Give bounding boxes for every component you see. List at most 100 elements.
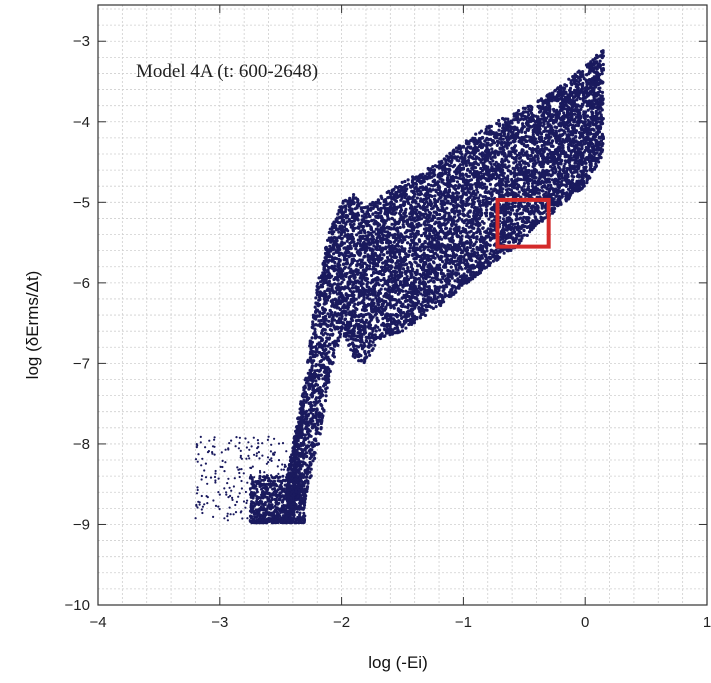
data-point	[310, 336, 314, 340]
data-point	[418, 185, 423, 190]
data-point	[471, 165, 475, 169]
data-point	[371, 329, 375, 333]
data-point	[353, 207, 357, 211]
data-point	[549, 135, 553, 139]
data-point	[523, 130, 528, 134]
data-point	[368, 353, 372, 357]
data-point	[390, 222, 394, 226]
data-point	[429, 204, 433, 208]
data-point	[476, 190, 480, 194]
data-point	[419, 197, 423, 201]
data-point	[377, 260, 381, 264]
data-point	[477, 202, 482, 206]
data-point	[434, 305, 438, 309]
data-point	[423, 234, 427, 238]
data-point	[511, 166, 515, 170]
data-point	[582, 100, 587, 104]
data-point	[475, 230, 479, 235]
data-point	[304, 376, 308, 380]
data-point	[520, 159, 524, 163]
data-point	[389, 211, 393, 215]
data-point	[367, 214, 371, 219]
data-point	[501, 123, 505, 127]
data-point	[565, 122, 569, 126]
data-point	[374, 329, 378, 333]
data-point	[527, 230, 532, 234]
data-point	[491, 259, 495, 263]
data-point	[408, 246, 412, 250]
data-point	[465, 246, 469, 250]
data-point	[522, 181, 527, 186]
data-point	[355, 289, 359, 293]
data-point	[365, 266, 369, 270]
data-point	[453, 279, 457, 283]
data-point	[506, 194, 510, 198]
data-point	[474, 155, 479, 159]
data-point	[309, 467, 313, 471]
data-point	[336, 212, 340, 216]
data-point	[412, 276, 416, 280]
data-point	[466, 262, 470, 266]
data-point	[431, 188, 435, 192]
data-point	[403, 196, 407, 200]
data-point	[478, 193, 482, 197]
data-point	[430, 276, 434, 280]
data-point	[373, 333, 377, 337]
data-point	[449, 160, 453, 165]
data-point	[514, 236, 519, 240]
data-point	[588, 132, 592, 136]
data-point	[373, 343, 377, 347]
data-point	[433, 301, 437, 305]
data-point	[366, 230, 370, 234]
data-point	[558, 167, 562, 172]
data-point	[504, 180, 508, 184]
data-point	[517, 109, 521, 113]
data-point	[323, 399, 328, 403]
data-point	[523, 114, 527, 118]
data-point	[474, 166, 478, 170]
data-point	[329, 346, 333, 350]
data-point	[530, 184, 535, 188]
data-point	[453, 163, 457, 167]
data-point	[448, 254, 452, 258]
data-point	[307, 440, 311, 444]
data-point	[491, 159, 495, 163]
data-point	[467, 141, 471, 146]
data-point	[506, 174, 510, 178]
data-point	[492, 218, 496, 222]
data-point	[317, 399, 322, 403]
data-point	[368, 339, 372, 343]
data-point	[313, 451, 317, 455]
data-point	[354, 297, 358, 301]
data-point	[314, 296, 318, 300]
data-point	[497, 118, 501, 123]
data-point	[398, 311, 403, 315]
data-point	[407, 249, 411, 253]
data-point	[386, 266, 390, 270]
data-point	[485, 211, 489, 215]
data-point	[405, 275, 409, 279]
data-point	[313, 384, 317, 388]
data-point	[455, 180, 460, 184]
data-point	[371, 340, 375, 344]
data-point	[497, 128, 501, 132]
data-point	[399, 313, 403, 317]
data-point	[430, 194, 434, 198]
data-point	[319, 426, 323, 430]
data-point	[498, 147, 502, 151]
data-point	[315, 383, 320, 387]
data-point	[586, 135, 590, 139]
data-point	[399, 205, 403, 209]
data-point	[502, 251, 506, 255]
data-point	[383, 334, 387, 338]
data-point	[449, 265, 453, 269]
data-point	[522, 184, 526, 188]
data-point	[354, 344, 359, 348]
data-point	[305, 409, 309, 413]
data-point	[462, 221, 466, 225]
data-point	[464, 141, 468, 145]
data-point	[398, 268, 402, 272]
data-point	[465, 223, 469, 228]
data-point	[464, 249, 468, 253]
data-point	[444, 197, 448, 201]
